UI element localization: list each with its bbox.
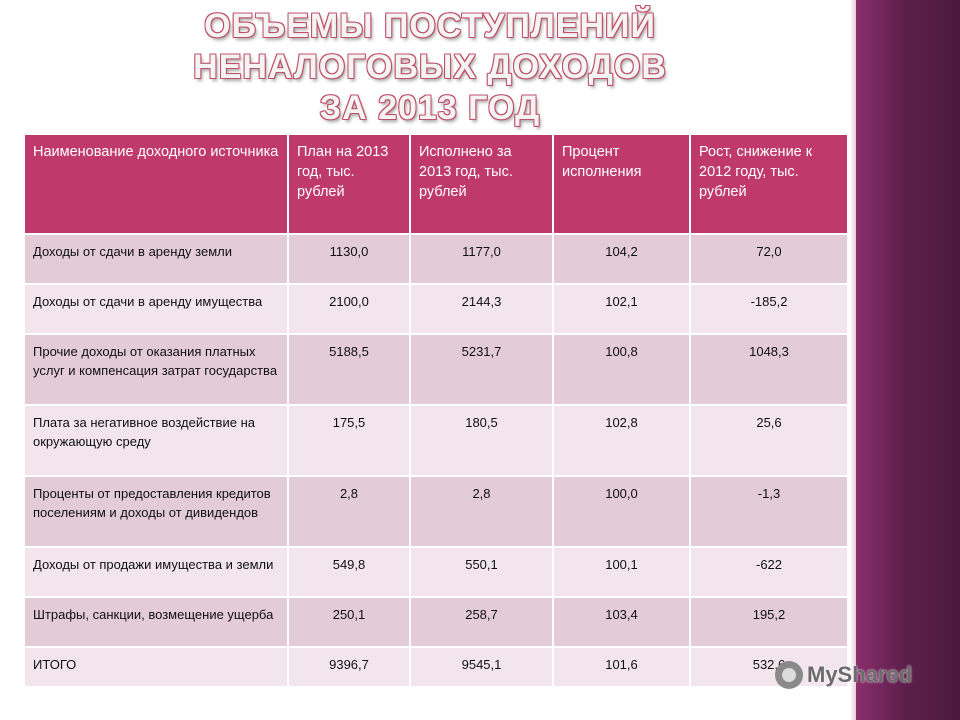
header-percent: Процент исполнения: [552, 133, 691, 235]
cell-actual: 258,7: [409, 596, 554, 648]
title-line-2: неналоговых доходов: [193, 48, 667, 86]
cell-percent: 102,8: [552, 404, 691, 477]
cell-plan: 2100,0: [287, 283, 411, 335]
cell-percent: 100,8: [552, 333, 691, 406]
cell-percent: 103,4: [552, 596, 691, 648]
cell-source: ИТОГО: [23, 646, 289, 688]
cell-plan: 250,1: [287, 596, 411, 648]
table-header-row: Наименование доходного источника План на…: [23, 133, 849, 235]
cell-actual: 2,8: [409, 475, 554, 548]
cell-plan: 5188,5: [287, 333, 411, 406]
header-actual: Исполнено за 2013 год, тыс. рублей: [409, 133, 554, 235]
cell-plan: 549,8: [287, 546, 411, 598]
cell-percent: 101,6: [552, 646, 691, 688]
cell-plan: 9396,7: [287, 646, 411, 688]
myshared-logo-icon: [775, 661, 803, 689]
cell-source: Штрафы, санкции, возмещение ущерба: [23, 596, 289, 648]
cell-source: Доходы от сдачи в аренду земли: [23, 233, 289, 285]
cell-source: Прочие доходы от оказания платных услуг …: [23, 333, 289, 406]
table-row: Плата за негативное воздействие на окруж…: [23, 404, 849, 477]
cell-growth: -622: [689, 546, 849, 598]
table-row: Доходы от сдачи в аренду земли 1130,0 11…: [23, 233, 849, 285]
cell-growth: 195,2: [689, 596, 849, 648]
table-row-total: ИТОГО 9396,7 9545,1 101,6 532,6: [23, 646, 849, 688]
cell-percent: 104,2: [552, 233, 691, 285]
cell-growth: 1048,3: [689, 333, 849, 406]
cell-plan: 175,5: [287, 404, 411, 477]
watermark-text: MyShared: [807, 662, 913, 687]
cell-actual: 180,5: [409, 404, 554, 477]
cell-plan: 2,8: [287, 475, 411, 548]
title-line-1: Объемы поступлений: [204, 7, 656, 45]
cell-percent: 100,1: [552, 546, 691, 598]
slide-title: Объемы поступлений неналоговых доходов з…: [150, 6, 710, 129]
cell-growth: 72,0: [689, 233, 849, 285]
table-row: Доходы от сдачи в аренду имущества 2100,…: [23, 283, 849, 335]
table-row: Проценты от предоставления кредитов посе…: [23, 475, 849, 548]
watermark: MyShared: [775, 660, 912, 690]
header-growth: Рост, снижение к 2012 году, тыс. рублей: [689, 133, 849, 235]
cell-growth: -185,2: [689, 283, 849, 335]
header-plan: План на 2013 год, тыс. рублей: [287, 133, 411, 235]
side-decor-band: [850, 0, 960, 720]
cell-source: Доходы от сдачи в аренду имущества: [23, 283, 289, 335]
cell-plan: 1130,0: [287, 233, 411, 285]
cell-source: Плата за негативное воздействие на окруж…: [23, 404, 289, 477]
cell-actual: 9545,1: [409, 646, 554, 688]
title-line-3: за 2013 год: [319, 89, 541, 127]
revenue-table: Наименование доходного источника План на…: [23, 133, 849, 688]
cell-actual: 1177,0: [409, 233, 554, 285]
table-row: Прочие доходы от оказания платных услуг …: [23, 333, 849, 406]
cell-percent: 102,1: [552, 283, 691, 335]
cell-actual: 2144,3: [409, 283, 554, 335]
cell-actual: 5231,7: [409, 333, 554, 406]
cell-growth: -1,3: [689, 475, 849, 548]
cell-source: Проценты от предоставления кредитов посе…: [23, 475, 289, 548]
table-row: Штрафы, санкции, возмещение ущерба 250,1…: [23, 596, 849, 648]
table-row: Доходы от продажи имущества и земли 549,…: [23, 546, 849, 598]
cell-source: Доходы от продажи имущества и земли: [23, 546, 289, 598]
cell-growth: 25,6: [689, 404, 849, 477]
header-source: Наименование доходного источника: [23, 133, 289, 235]
cell-actual: 550,1: [409, 546, 554, 598]
cell-percent: 100,0: [552, 475, 691, 548]
cell-growth: 532,6: [689, 646, 849, 688]
